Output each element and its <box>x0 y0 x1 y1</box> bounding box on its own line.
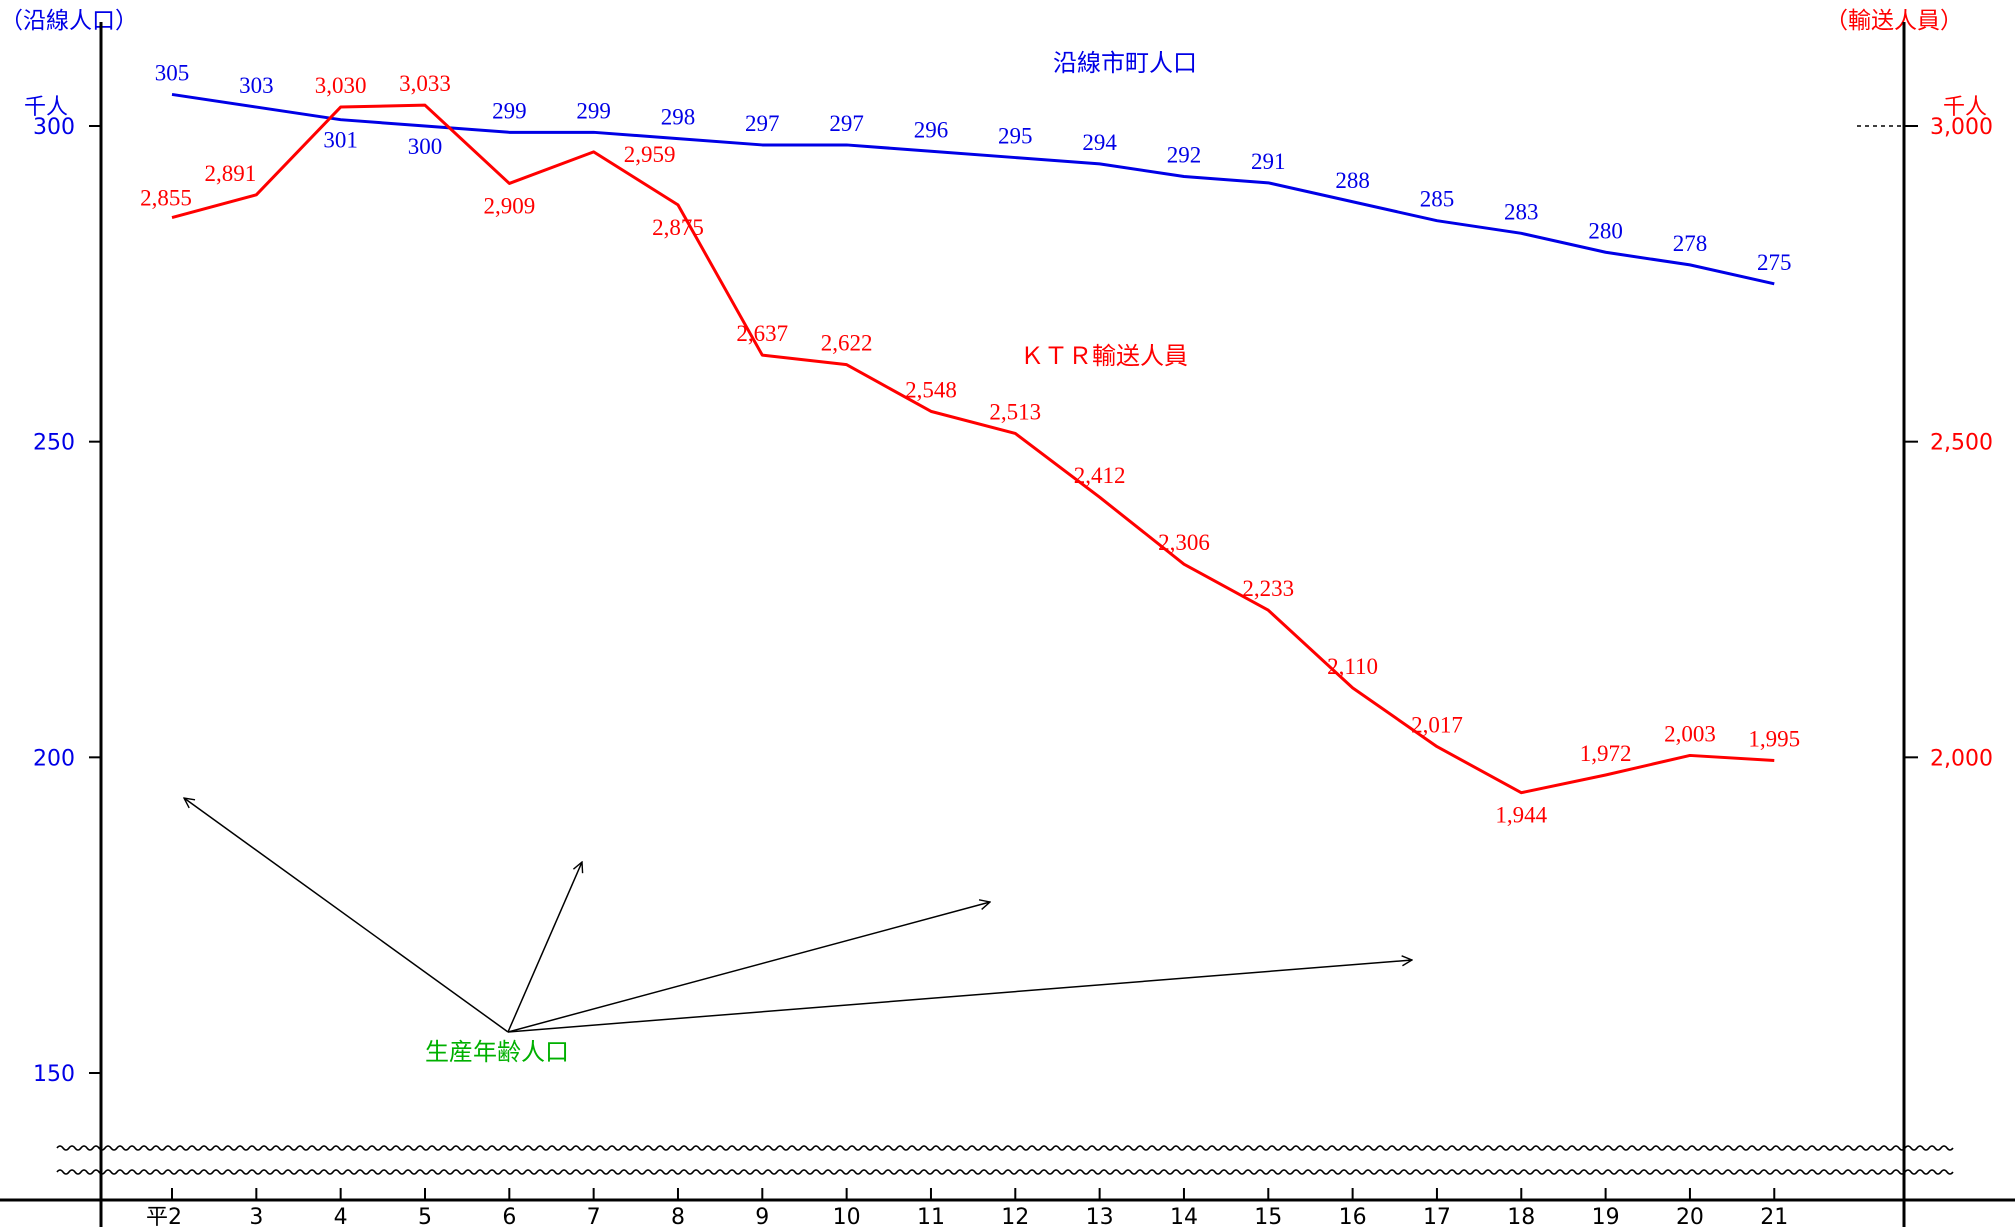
data-labels: 305 303 301 300 299 299 298 297 297 296 295 294 292 2… <box>140 60 1800 827</box>
population-data-label: 305 <box>155 60 190 85</box>
x-tick-label: 4 <box>334 1205 348 1227</box>
ridership-data-label: 2,909 <box>483 193 535 218</box>
x-tick-label: 10 <box>833 1205 861 1227</box>
x-tick-label: 3 <box>249 1205 263 1227</box>
ridership-data-label: 3,033 <box>399 71 451 96</box>
ridership-data-label: 1,944 <box>1495 803 1547 828</box>
left-tick-label: 300 <box>33 115 75 140</box>
left-tick-label: 250 <box>33 431 75 456</box>
series-label-ridership: ＫＴＲ輸送人員 <box>1020 342 1188 370</box>
annotation-arrow <box>507 902 990 1033</box>
axes: 150 200 250 300 2,000 2,500 3,000 平2 3 4 5 6 7 8 9 10 11… <box>0 22 2015 1227</box>
x-tick-label: 9 <box>755 1205 769 1227</box>
x-tick-label: 12 <box>1001 1205 1029 1227</box>
axis-break-line <box>56 1169 1954 1175</box>
ridership-data-label: 2,875 <box>652 215 704 240</box>
ridership-data-label: 2,513 <box>989 399 1041 424</box>
x-tick-label: 21 <box>1760 1205 1788 1227</box>
left-tick-label: 150 <box>33 1062 75 1087</box>
population-data-label: 300 <box>408 134 443 159</box>
ridership-series-line <box>171 103 1775 795</box>
right-tick-label: 2,500 <box>1930 431 1993 456</box>
left-axis-unit: 千人 <box>24 95 68 120</box>
x-tick-label: 19 <box>1592 1205 1620 1227</box>
ridership-data-label: 2,412 <box>1074 463 1126 488</box>
annotation-arrow <box>507 862 582 1033</box>
ridership-data-label: 2,017 <box>1411 713 1463 738</box>
ridership-data-label: 2,959 <box>624 142 676 167</box>
ridership-data-label: 2,855 <box>140 186 192 211</box>
left-tick-label: 200 <box>33 746 75 771</box>
population-data-label: 278 <box>1673 231 1708 256</box>
population-data-label: 298 <box>661 105 696 130</box>
ridership-data-label: 2,622 <box>821 331 873 356</box>
ridership-data-label: 2,003 <box>1664 721 1716 746</box>
ridership-data-label: 1,972 <box>1580 741 1632 766</box>
annotation-arrow <box>507 960 1412 1033</box>
ridership-data-label: 1,995 <box>1748 726 1800 751</box>
annotation-arrows <box>184 798 1412 1033</box>
ridership-data-label: 2,110 <box>1327 654 1378 679</box>
x-tick-label: 15 <box>1254 1205 1282 1227</box>
x-tick-label: 平2 <box>146 1205 182 1227</box>
x-tick-label: 14 <box>1170 1205 1198 1227</box>
population-data-label: 283 <box>1504 199 1539 224</box>
x-tick-label: 5 <box>418 1205 432 1227</box>
population-data-label: 301 <box>323 128 358 153</box>
series-label-population: 沿線市町人口 <box>1053 49 1197 77</box>
population-data-label: 299 <box>576 98 611 123</box>
left-axis-title: （沿線人口） <box>0 8 138 34</box>
x-tick-label: 20 <box>1676 1205 1704 1227</box>
population-data-label: 275 <box>1757 250 1792 275</box>
annotation-arrow <box>184 798 509 1033</box>
right-tick-label: 2,000 <box>1930 746 1993 771</box>
population-data-label: 299 <box>492 98 527 123</box>
series-lines <box>171 92 1775 795</box>
right-axis-unit: 千人 <box>1943 95 1987 120</box>
population-data-label: 292 <box>1167 143 1202 168</box>
population-data-label: 297 <box>829 111 864 136</box>
ridership-data-label: 2,233 <box>1242 576 1294 601</box>
x-tick-label: 6 <box>502 1205 516 1227</box>
population-data-label: 288 <box>1335 168 1370 193</box>
ridership-data-label: 2,306 <box>1158 530 1210 555</box>
x-tick-label: 7 <box>587 1205 601 1227</box>
population-data-label: 296 <box>914 117 949 142</box>
x-tick-label: 8 <box>671 1205 685 1227</box>
population-data-label: 297 <box>745 111 780 136</box>
ridership-data-label: 3,030 <box>315 73 367 98</box>
axis-break-line <box>56 1145 1954 1151</box>
x-tick-label: 11 <box>917 1205 945 1227</box>
ridership-data-label: 2,548 <box>905 377 957 402</box>
x-tick-label: 13 <box>1086 1205 1114 1227</box>
x-tick-label: 16 <box>1339 1205 1367 1227</box>
ridership-data-label: 2,637 <box>736 321 788 346</box>
population-data-label: 280 <box>1588 218 1623 243</box>
population-data-label: 295 <box>998 124 1033 149</box>
population-series-line <box>171 92 1775 286</box>
x-tick-label: 18 <box>1507 1205 1535 1227</box>
population-data-label: 291 <box>1251 149 1286 174</box>
population-data-label: 303 <box>239 73 274 98</box>
annotation-working-age-population: 生産年齢人口 <box>425 1038 569 1066</box>
right-axis-title: （輸送人員） <box>1825 8 1963 34</box>
population-data-label: 285 <box>1420 187 1455 212</box>
x-tick-label: 17 <box>1423 1205 1451 1227</box>
population-data-label: 294 <box>1082 130 1117 155</box>
ridership-data-label: 2,891 <box>204 161 256 186</box>
right-tick-label: 3,000 <box>1930 115 1993 140</box>
